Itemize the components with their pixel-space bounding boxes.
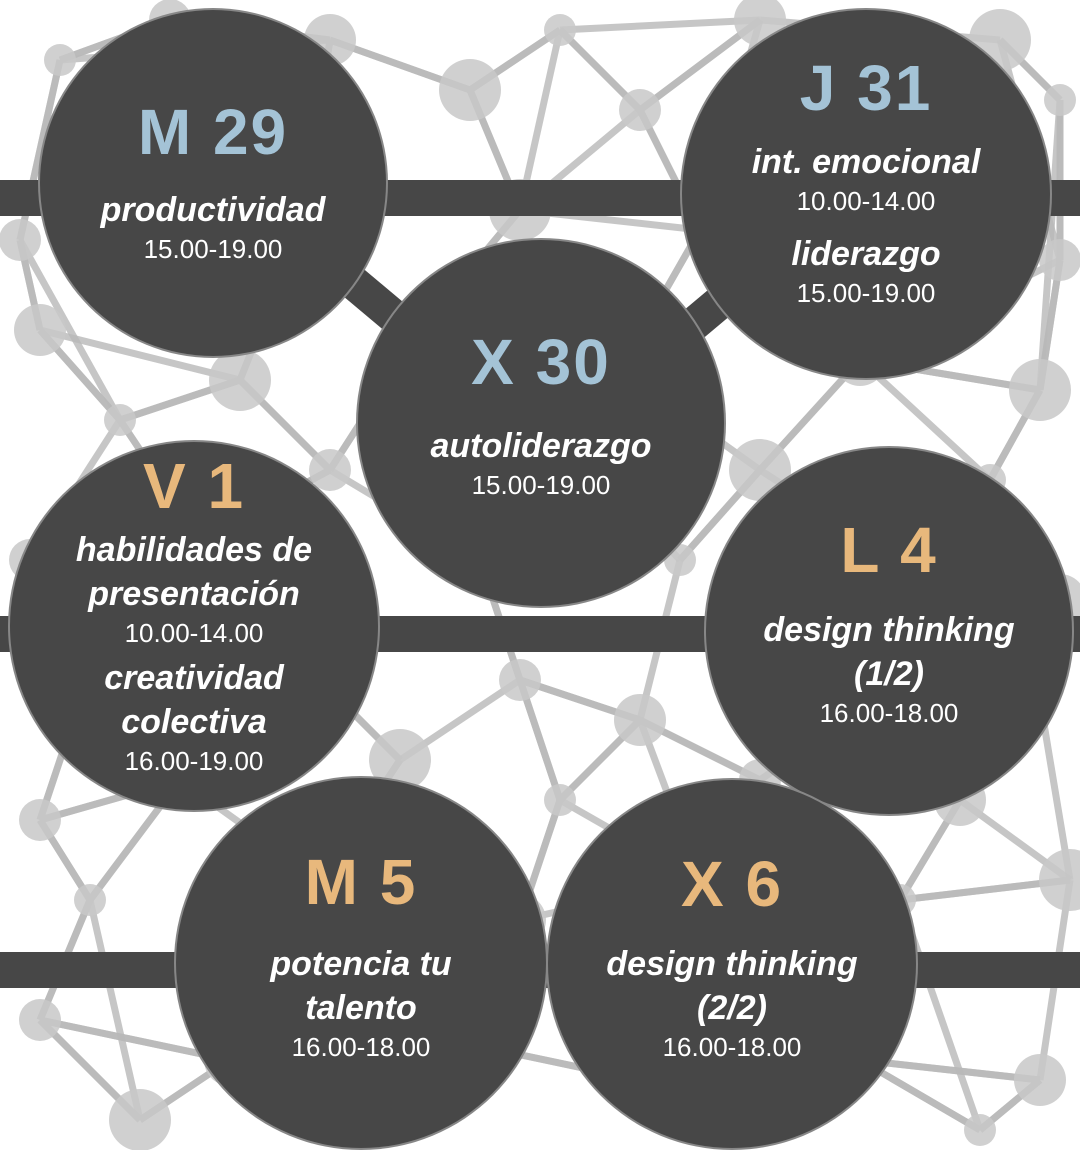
network-node xyxy=(0,219,41,261)
session-circle-m29: M 29 productividad 15.00-19.00 xyxy=(38,8,388,358)
network-node xyxy=(309,449,351,491)
network-link xyxy=(857,357,993,483)
network-node xyxy=(1044,84,1076,116)
network-node xyxy=(1039,849,1080,911)
session-time: 16.00-18.00 xyxy=(291,1032,431,1062)
network-link xyxy=(39,326,241,384)
session-topic: productividad xyxy=(100,191,326,229)
session-circle-m5: M 5 potencia tu talento 16.00-18.00 xyxy=(174,776,548,1150)
session-time: 15.00-19.00 xyxy=(143,234,283,264)
network-node xyxy=(104,404,136,436)
session-day: X 6 xyxy=(680,848,784,920)
session-circle-x6: X 6 design thinking (2/2) 16.00-18.00 xyxy=(546,778,918,1150)
session-day: M 5 xyxy=(304,846,418,918)
network-node xyxy=(369,729,431,791)
session-topic: autoliderazgo xyxy=(430,427,652,465)
network-node xyxy=(544,784,576,816)
network-node xyxy=(19,999,61,1041)
network-node xyxy=(1009,359,1071,421)
network-link xyxy=(859,1056,1041,1084)
session-topic: potencia tu talento xyxy=(270,945,452,1027)
session-topic: int. emocional xyxy=(751,143,981,181)
network-node xyxy=(109,1089,171,1150)
network-node xyxy=(614,694,666,746)
session-time: 16.00-18.00 xyxy=(819,698,959,728)
session-time: 10.00-14.00 xyxy=(796,186,936,216)
session-topic: design thinking (1/2) xyxy=(763,611,1015,693)
session-day: L 4 xyxy=(840,514,938,586)
network-node xyxy=(44,44,76,76)
session-circle-l4: L 4 design thinking (1/2) 16.00-18.00 xyxy=(704,446,1074,816)
session-day: J 31 xyxy=(799,52,933,124)
session-circle-v1: V 1 habilidades de presentación 10.00-14… xyxy=(8,440,380,812)
network-node xyxy=(544,14,576,46)
network-node xyxy=(439,59,501,121)
session-topic: liderazgo xyxy=(791,235,941,273)
network-node xyxy=(499,659,541,701)
network-node xyxy=(1014,1054,1066,1106)
session-topic: habilidades de presentación xyxy=(75,531,313,613)
network-node xyxy=(14,304,66,356)
session-day: V 1 xyxy=(142,450,246,522)
network-node xyxy=(209,349,271,411)
session-topic: creatividad colectiva xyxy=(104,659,284,741)
session-time: 16.00-18.00 xyxy=(662,1032,802,1062)
session-time: 10.00-14.00 xyxy=(124,618,264,648)
network-link xyxy=(516,678,564,802)
session-time: 15.00-19.00 xyxy=(471,470,611,500)
session-time: 16.00-19.00 xyxy=(124,746,264,776)
network-node xyxy=(1039,239,1080,281)
session-circle-j31: J 31 int. emocional 10.00-14.00 liderazg… xyxy=(680,8,1052,380)
session-time: 15.00-19.00 xyxy=(796,278,936,308)
session-topic: design thinking (2/2) xyxy=(606,945,858,1027)
network-link xyxy=(86,899,144,1121)
network-node xyxy=(74,884,106,916)
session-day: X 30 xyxy=(471,326,611,398)
network-node xyxy=(964,1114,996,1146)
network-link xyxy=(16,238,124,422)
network-node xyxy=(619,89,661,131)
session-day: M 29 xyxy=(137,96,289,168)
network-link xyxy=(559,16,761,34)
session-circle-x30: X 30 autoliderazgo 15.00-19.00 xyxy=(356,238,726,608)
network-node xyxy=(19,799,61,841)
